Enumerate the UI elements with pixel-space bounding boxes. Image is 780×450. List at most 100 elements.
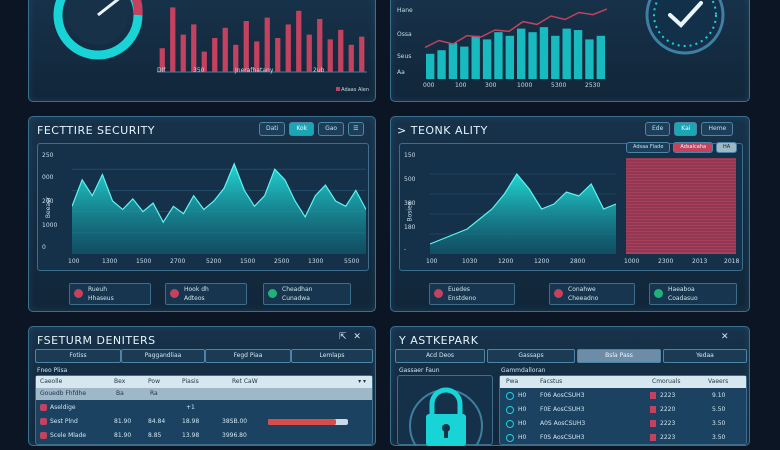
top-left-bar-chart xyxy=(157,7,367,73)
passpark-panel: Y ASTKEPARK ✕ Acd Deos Gassaps Bsla Pass… xyxy=(390,326,750,450)
y-tick: 150 xyxy=(404,152,416,159)
heme-button[interactable]: Heme xyxy=(701,122,734,136)
section-label: Fneo Plisa xyxy=(37,367,68,374)
legend-label: Hook dh xyxy=(184,286,209,293)
row-value: 18.98 xyxy=(182,418,200,425)
bar xyxy=(585,39,594,79)
tab-paggandliaa[interactable]: Paggandliaa xyxy=(121,349,205,363)
bar xyxy=(505,35,514,79)
chevron-icons[interactable]: ▾ ▾ xyxy=(358,378,366,385)
column-header: Piasis xyxy=(182,378,199,385)
close-icon[interactable]: ✕ xyxy=(353,332,361,342)
dati-button[interactable]: Dati xyxy=(259,122,286,136)
x-tick: 000 xyxy=(423,82,435,89)
row-flag xyxy=(650,420,656,427)
tab-bsla-pass[interactable]: Bsla Pass xyxy=(577,349,661,363)
bar xyxy=(285,24,291,72)
quality-heatmap xyxy=(626,158,736,254)
row-value: 13.98 xyxy=(182,432,200,439)
table-row[interactable]: Aseldige +1 xyxy=(36,402,372,414)
kok-button[interactable]: Kok xyxy=(289,122,315,136)
tab-acd-deos[interactable]: Acd Deos xyxy=(395,349,485,363)
table-row[interactable]: H0 F06 AosCSUH3 2223 9.10 xyxy=(500,390,746,402)
table-row[interactable]: H0 A0S AosCSUH3 2223 3.50 xyxy=(500,418,746,430)
x-tick: 1030 xyxy=(462,258,478,265)
x-tick: 1500 xyxy=(240,258,256,265)
gao-button[interactable]: Gao xyxy=(318,122,345,136)
legend-item: Rueuh Hhaseus xyxy=(69,283,151,305)
group-value: Ba xyxy=(116,390,124,397)
column-header: Cmoruals xyxy=(652,378,681,385)
row-progress-fill xyxy=(268,419,336,425)
bar xyxy=(254,41,260,72)
table-row[interactable]: Scele Mlade 81.90 8.85 13.98 3996.80 xyxy=(36,430,372,442)
table-row[interactable]: H0 F0S AosCSUH3 2223 3.50 xyxy=(500,432,746,444)
row-value: 38SB.00 xyxy=(222,418,248,425)
right-label: Gammdalloran xyxy=(501,367,546,374)
y-tick: 500 xyxy=(404,176,416,183)
panel-title-text: TEONK ALITY xyxy=(410,124,488,137)
trend-line xyxy=(425,8,607,49)
table-row[interactable]: Sest Plnd 81.90 84.84 18.98 38SB.00 xyxy=(36,416,372,428)
top-right-x-labels: 000 100 300 1000 5300 2530 xyxy=(423,82,613,92)
subtab[interactable]: Adsaa Flade xyxy=(626,142,671,153)
row-flag xyxy=(650,434,656,441)
bar xyxy=(222,27,228,72)
tab-gassaps[interactable]: Gassaps xyxy=(487,349,575,363)
bar xyxy=(212,38,218,72)
x-tick: 2013 xyxy=(692,258,708,265)
subtab[interactable]: Adsalcaha xyxy=(673,142,714,153)
row-flag xyxy=(650,406,656,413)
security-chart-frame: 250 000 200 1000 0 Beeaer 100 1300 1500 … xyxy=(37,143,369,271)
status-icon xyxy=(506,392,514,400)
row-name: Sest Plnd xyxy=(50,418,78,425)
bar xyxy=(201,51,207,72)
bar xyxy=(296,10,302,73)
bar xyxy=(596,35,605,79)
area-line xyxy=(72,162,366,224)
close-icon[interactable]: ✕ xyxy=(721,332,729,342)
x-tick: 1500 xyxy=(136,258,152,265)
bar xyxy=(338,29,344,72)
y-tick: Seus xyxy=(397,53,412,60)
panel-icons: ⇱ ✕ xyxy=(339,332,361,342)
row-value: 84.84 xyxy=(148,418,166,425)
row-value: 3.50 xyxy=(712,434,726,441)
legend-sublabel: Adteos xyxy=(184,295,205,302)
hamburger-icon[interactable]: ☰ xyxy=(348,122,364,136)
legend-item: Haeaboa Coadasuo xyxy=(649,283,737,305)
share-icon[interactable]: ⇱ xyxy=(339,332,347,342)
tab-fotiss[interactable]: Fotiss xyxy=(35,349,121,363)
panel-title: FECTTIRE SECURITY xyxy=(37,124,156,137)
kai-button[interactable]: Kai xyxy=(674,122,698,136)
table-row[interactable]: H0 F0E AosCSUH3 2220 5.50 xyxy=(500,404,746,416)
y-tick: Aa xyxy=(397,69,405,76)
x-tick: 1000 xyxy=(624,258,640,265)
bar xyxy=(170,7,176,72)
subtab[interactable]: HA xyxy=(716,142,738,153)
area-line xyxy=(430,172,616,245)
bar xyxy=(426,53,435,79)
ede-button[interactable]: Ede xyxy=(645,122,671,136)
tab-yedaa[interactable]: Yedaa xyxy=(663,349,747,363)
column-header: Bex xyxy=(114,378,126,385)
legend-item: Cheadhan Cunadwa xyxy=(263,283,351,305)
x-tick: 100 xyxy=(455,82,467,89)
y-tick: 180 xyxy=(404,224,416,231)
panel-title: > TEONK ALITY xyxy=(397,124,488,137)
row-code: H0 xyxy=(518,392,527,399)
security-x-labels: 100 1300 1500 2700 5200 1500 2500 1300 5… xyxy=(68,258,366,268)
status-dot xyxy=(268,289,277,298)
y-tick: 200 xyxy=(42,198,54,205)
x-tick: 2ub xyxy=(313,67,325,74)
legend-item: Conahwe Cheeadno xyxy=(549,283,635,305)
area-fill xyxy=(430,174,616,254)
status-icon xyxy=(506,406,514,414)
group-value: Ra xyxy=(150,390,158,397)
panel-icons: ✕ xyxy=(721,332,729,342)
tab-fegd-piaa[interactable]: Fegd Piaa xyxy=(205,349,291,363)
panel-title: FSETURM DENITERS xyxy=(37,334,156,347)
tab-lemlaps[interactable]: Lemlaps xyxy=(291,349,373,363)
left-label: Gassaer Faun xyxy=(399,367,440,374)
lock-icon xyxy=(409,387,483,450)
